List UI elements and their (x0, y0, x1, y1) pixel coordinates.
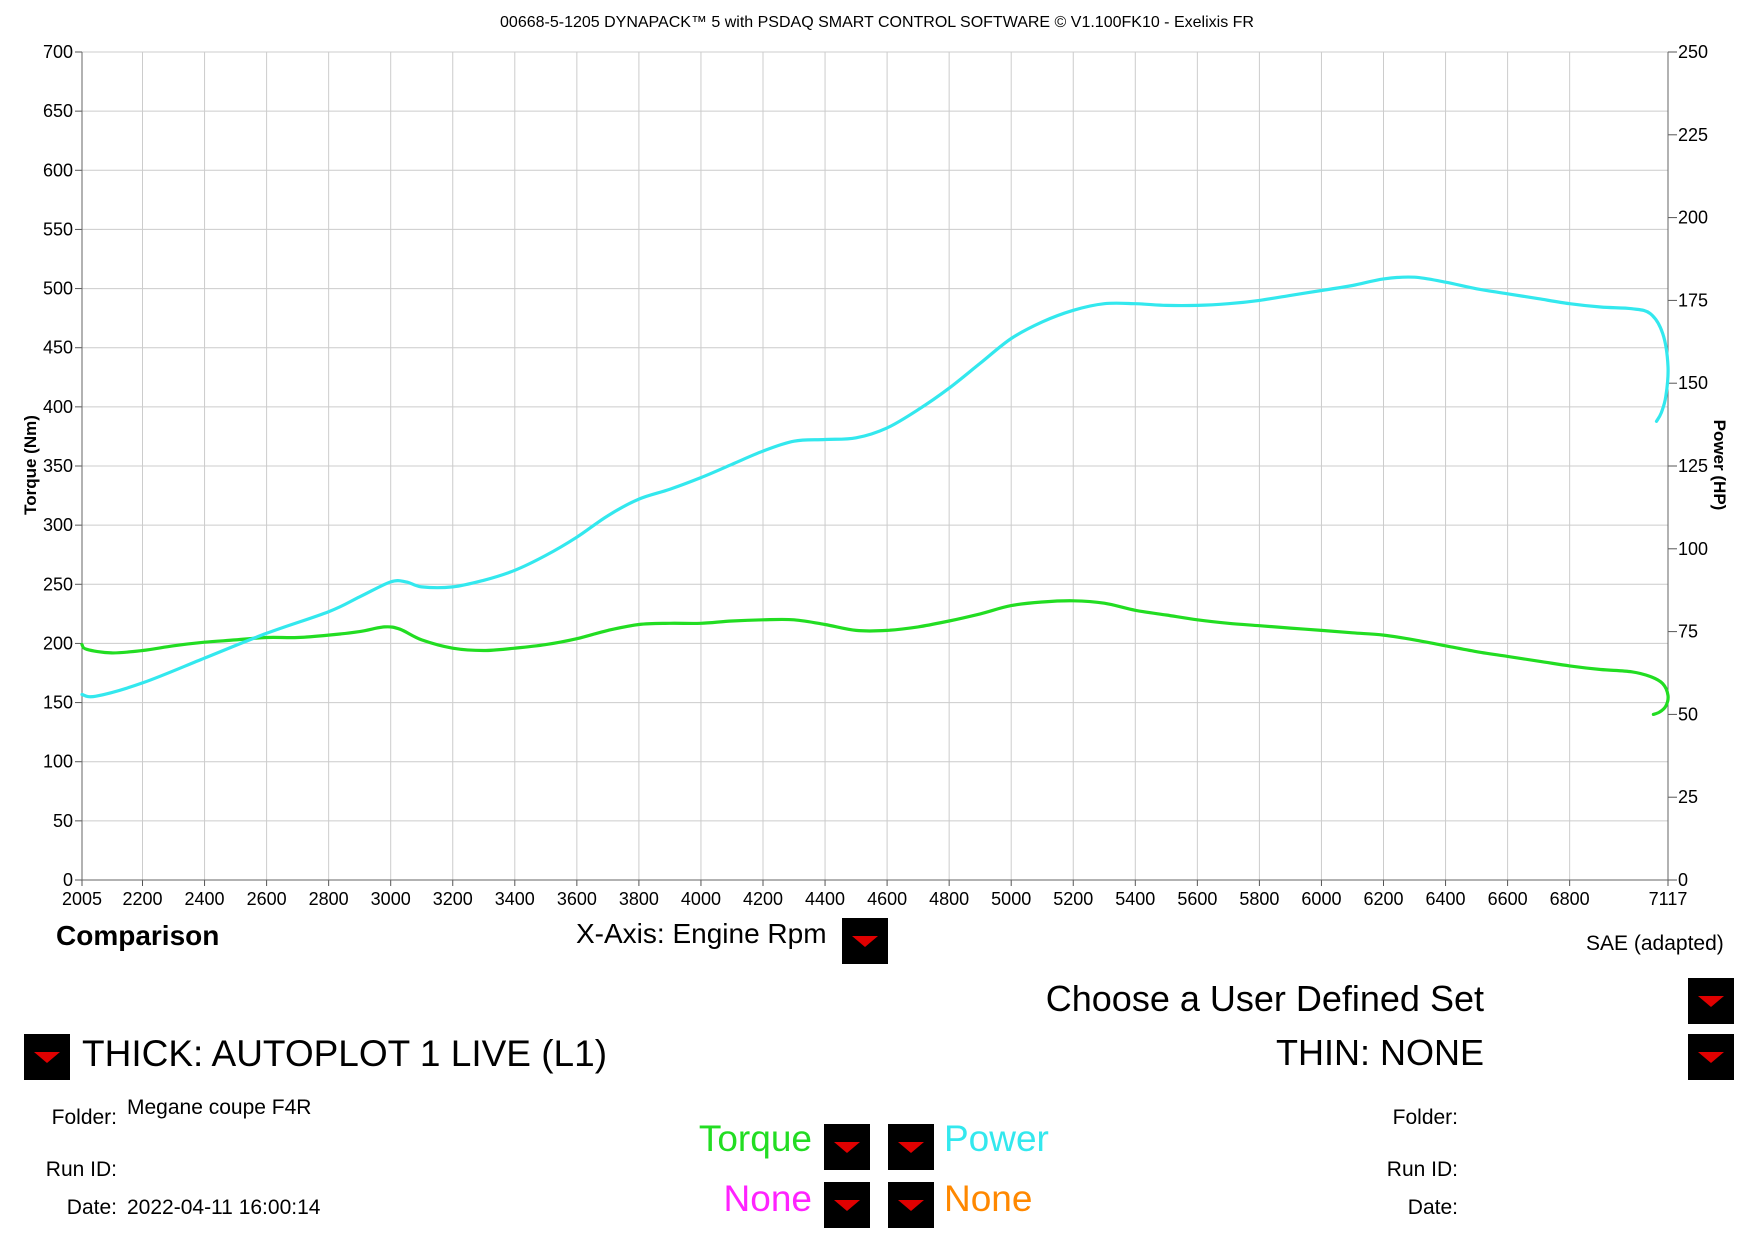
user-defined-set-label: Choose a User Defined Set (1045, 978, 1484, 1019)
torque-series-line (80, 599, 1670, 716)
y-right-tick-label: 50 (1678, 704, 1698, 724)
comparison-label: Comparison (56, 920, 220, 951)
x-tick-label: 6600 (1488, 889, 1528, 909)
y-left-tick-label: 400 (43, 397, 73, 417)
y-right-tick-label: 225 (1678, 125, 1708, 145)
left-date-label: Date: (66, 1196, 117, 1219)
user-defined-set-dropdown-button[interactable] (1688, 978, 1734, 1024)
thick-run-dropdown-button[interactable] (24, 1034, 70, 1080)
y-right-axis-label: Power (HP) (1710, 420, 1729, 511)
dyno-chart: 00668-5-1205 DYNAPACK™ 5 with PSDAQ SMAR… (21, 14, 1729, 909)
right-folder-label: Folder: (1392, 1106, 1458, 1129)
x-tick-label: 3200 (433, 889, 473, 909)
x-tick-label: 5800 (1239, 889, 1279, 909)
dropdown-arrow-icon (34, 1052, 60, 1063)
x-tick-label: 2005 (62, 889, 102, 909)
channel-right-top-dropdown-button[interactable] (888, 1124, 934, 1170)
x-tick-label: 5600 (1177, 889, 1217, 909)
y-left-tick-label: 300 (43, 515, 73, 535)
dropdown-arrow-icon (898, 1200, 924, 1211)
x-tick-label: 4000 (681, 889, 721, 909)
y-right-tick-label: 200 (1678, 208, 1708, 228)
channel-left-bottom-dropdown-button[interactable] (824, 1182, 870, 1228)
thin-run-label: THIN: NONE (1275, 1032, 1484, 1073)
y-left-tick-label: 50 (53, 811, 73, 831)
left-folder-value: Megane coupe F4R (127, 1096, 312, 1119)
dropdown-arrow-icon (834, 1200, 860, 1211)
chart-series (80, 275, 1670, 716)
y-left-tick-label: 650 (43, 101, 73, 121)
y-left-tick-label: 150 (43, 693, 73, 713)
x-axis-selector-label: X-Axis: Engine Rpm (576, 918, 827, 949)
x-tick-label: 3800 (619, 889, 659, 909)
chart-axes (75, 51, 1677, 886)
y-left-axis-label: Torque (Nm) (21, 415, 40, 515)
y-left-tick-label: 350 (43, 456, 73, 476)
right-date-label: Date: (1407, 1196, 1458, 1219)
x-tick-label: 3000 (371, 889, 411, 909)
x-tick-label: 7117 (1649, 889, 1688, 909)
x-tick-label: 4200 (743, 889, 783, 909)
x-tick-labels: 2005 2200 2400 2600 2800 3000 3200 3400 3600 3800… (62, 889, 1687, 909)
y-left-tick-label: 500 (43, 279, 73, 299)
y-right-tick-label: 175 (1678, 290, 1708, 310)
y-left-tick-label: 0 (63, 870, 73, 890)
x-tick-label: 5200 (1053, 889, 1093, 909)
y-right-tick-label: 0 (1678, 870, 1688, 890)
dropdown-arrow-icon (852, 936, 878, 947)
thick-run-label: THICK: AUTOPLOT 1 LIVE (L1) (82, 1033, 608, 1074)
left-date-value: 2022-04-11 16:00:14 (127, 1196, 321, 1219)
dropdown-arrow-icon (898, 1142, 924, 1153)
channel-left-top-label: Torque (698, 1118, 812, 1159)
x-tick-label: 3600 (557, 889, 597, 909)
y-right-tick-label: 125 (1678, 456, 1708, 476)
thin-run-dropdown-button[interactable] (1688, 1034, 1734, 1080)
channel-right-bottom-label: None (944, 1178, 1033, 1219)
channel-right-top-label: Power (944, 1118, 1049, 1159)
dropdown-arrow-icon (834, 1142, 860, 1153)
channel-right-bottom-dropdown-button[interactable] (888, 1182, 934, 1228)
right-runid-label: Run ID: (1386, 1158, 1458, 1181)
y-right-tick-label: 100 (1678, 539, 1708, 559)
y-right-tick-label: 250 (1678, 42, 1708, 62)
y-left-tick-label: 700 (43, 42, 73, 62)
left-runid-label: Run ID: (45, 1158, 117, 1181)
x-tick-label: 3400 (495, 889, 535, 909)
x-tick-label: 4600 (867, 889, 907, 909)
x-tick-label: 5400 (1115, 889, 1155, 909)
y-left-tick-labels: 0 50 100 150 200 250 300 350 400 450 500 550 600 650 7… (43, 42, 73, 890)
dropdown-arrow-icon (1698, 996, 1724, 1007)
y-left-tick-label: 100 (43, 752, 73, 772)
correction-standard: SAE (adapted) (1586, 932, 1724, 955)
chart-grid (81, 51, 1669, 881)
y-right-tick-label: 150 (1678, 373, 1708, 393)
x-axis-dropdown-button[interactable] (842, 918, 888, 964)
y-left-tick-label: 600 (43, 160, 73, 180)
y-left-tick-label: 200 (43, 633, 73, 653)
y-left-tick-label: 550 (43, 219, 73, 239)
power-series-line (80, 275, 1670, 699)
channel-left-bottom-label: None (723, 1178, 812, 1219)
x-tick-label: 6800 (1550, 889, 1590, 909)
chart-title: 00668-5-1205 DYNAPACK™ 5 with PSDAQ SMAR… (500, 14, 1254, 31)
x-tick-label: 2800 (309, 889, 349, 909)
y-right-tick-label: 25 (1678, 787, 1698, 807)
y-left-tick-label: 450 (43, 338, 73, 358)
y-right-tick-labels: 0 25 50 75 100 125 150 175 200 225 250 (1678, 42, 1708, 890)
x-tick-label: 4800 (929, 889, 969, 909)
dropdown-arrow-icon (1698, 1052, 1724, 1063)
left-folder-label: Folder: (51, 1106, 117, 1129)
y-left-tick-label: 250 (43, 574, 73, 594)
x-tick-label: 2400 (185, 889, 225, 909)
x-tick-label: 4400 (805, 889, 845, 909)
channel-left-top-dropdown-button[interactable] (824, 1124, 870, 1170)
x-tick-label: 6400 (1426, 889, 1466, 909)
x-tick-label: 6000 (1301, 889, 1341, 909)
x-tick-label: 6200 (1363, 889, 1403, 909)
x-tick-label: 2200 (122, 889, 162, 909)
x-tick-label: 2600 (247, 889, 287, 909)
y-right-tick-label: 75 (1678, 622, 1698, 642)
x-tick-label: 5000 (991, 889, 1031, 909)
